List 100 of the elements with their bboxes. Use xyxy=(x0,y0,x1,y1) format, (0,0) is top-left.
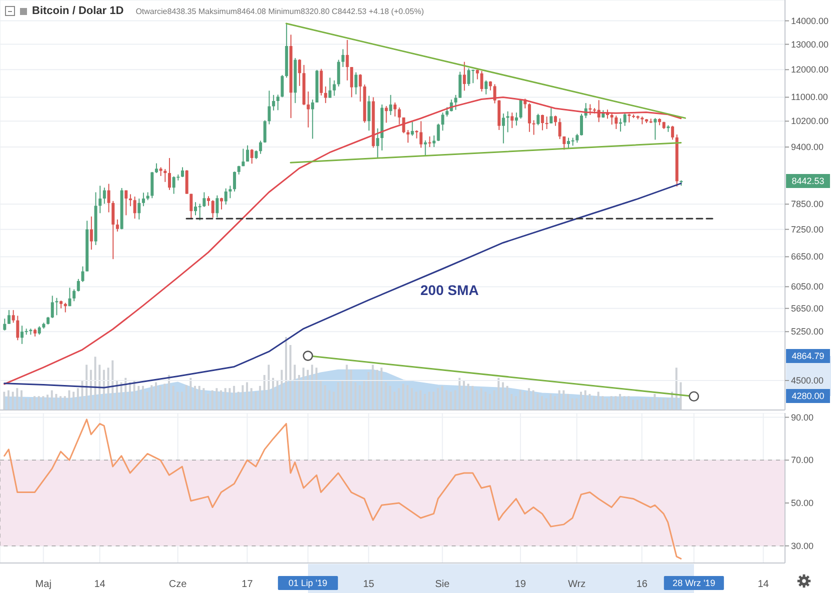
x-tick-label: Cze xyxy=(168,579,188,590)
candlestick xyxy=(324,86,328,104)
candlestick xyxy=(671,125,674,140)
y-tick-label: 6050.00 xyxy=(791,282,824,292)
candlestick xyxy=(654,118,657,140)
candlestick xyxy=(467,68,470,86)
y-tick-label: 70.00 xyxy=(791,455,814,466)
candlestick xyxy=(428,136,432,148)
candlestick xyxy=(20,325,24,344)
candlestick xyxy=(610,112,614,126)
candlestick xyxy=(138,198,141,220)
candlestick xyxy=(16,315,20,341)
candlestick xyxy=(246,144,250,162)
candlestick xyxy=(558,118,562,140)
candlestick xyxy=(311,99,314,140)
y-tick-label: 7250.00 xyxy=(791,224,824,234)
x-tick-label: Sie xyxy=(435,579,450,590)
candlestick xyxy=(350,66,354,98)
text: Otwarcie8438.35 Maksimum8464.08 Minimum8320.80 C8442.53 +4.18 (+0.05%) xyxy=(136,6,424,16)
candlestick xyxy=(272,94,276,111)
x-tick-label: Maj xyxy=(35,579,52,590)
candlestick xyxy=(580,113,583,136)
candlestick xyxy=(441,112,444,132)
candlestick xyxy=(202,192,206,208)
y-tick-label: 4500.00 xyxy=(791,376,824,386)
candlestick xyxy=(133,196,136,220)
candlestick xyxy=(50,295,54,319)
candlestick xyxy=(185,170,188,194)
candlestick xyxy=(276,94,280,111)
candlestick xyxy=(332,80,336,96)
candlestick xyxy=(367,95,370,132)
candlestick xyxy=(424,140,427,156)
candlestick xyxy=(510,112,514,129)
candlestick xyxy=(406,129,410,144)
candlestick xyxy=(76,278,80,292)
candlestick xyxy=(90,216,93,250)
candlestick xyxy=(72,288,76,302)
candlestick xyxy=(446,106,449,118)
x-tick-label: 16 xyxy=(636,579,648,590)
y-tick-label: 50.00 xyxy=(791,498,814,508)
chart-title: Bitcoin / Dolar 1D xyxy=(32,5,124,17)
candlestick xyxy=(107,183,110,213)
candlestick xyxy=(532,120,536,136)
candlestick xyxy=(462,61,466,92)
x-tick-label: 17 xyxy=(242,579,254,590)
candlestick xyxy=(198,203,202,221)
candlestick xyxy=(280,74,284,98)
candlestick xyxy=(68,287,72,307)
line-series xyxy=(4,418,682,560)
candlestick xyxy=(164,168,167,182)
y-tick-label: 5650.00 xyxy=(791,303,824,314)
candlestick xyxy=(8,310,11,324)
candlestick xyxy=(154,162,158,174)
y-tick-label: 14000.00 xyxy=(791,16,829,26)
candlestick xyxy=(484,80,488,95)
candlestick xyxy=(268,90,271,125)
candlestick xyxy=(172,176,176,194)
candlestick xyxy=(506,110,510,133)
candlestick xyxy=(142,192,145,207)
candlestick xyxy=(458,71,462,98)
y-tick-label: 90.00 xyxy=(791,412,814,422)
candlestick xyxy=(623,112,626,126)
candlestick xyxy=(259,140,262,154)
annotation: 8442.53 xyxy=(786,174,830,188)
candlestick xyxy=(12,310,15,324)
annotation: 4280.00 xyxy=(786,389,830,404)
y-tick-label: 30.00 xyxy=(791,540,814,551)
y-tick-label: 6650.00 xyxy=(791,252,824,262)
series-label: 200 SMA xyxy=(420,282,479,298)
candlestick xyxy=(337,59,340,87)
candlestick xyxy=(389,94,392,116)
candlestick xyxy=(328,77,332,98)
candlestick xyxy=(480,70,484,92)
annotation: 4864.79 xyxy=(786,348,830,363)
candlestick xyxy=(233,171,236,192)
candlestick xyxy=(81,266,84,283)
y-tick-label: 7850.00 xyxy=(791,199,824,210)
candlestick xyxy=(502,112,505,144)
candlestick xyxy=(436,123,440,142)
candlestick xyxy=(384,106,388,124)
candlestick xyxy=(346,39,349,81)
x-tick-label: 14 xyxy=(94,579,106,590)
candlestick xyxy=(528,102,531,132)
y-tick-label: 13000.00 xyxy=(791,39,829,50)
candlestick xyxy=(250,148,254,164)
candlestick xyxy=(242,148,245,167)
x-tick-label: 19 xyxy=(514,579,526,590)
candlestick xyxy=(540,114,544,131)
candlestick xyxy=(376,128,380,159)
candlestick xyxy=(224,188,228,206)
candlestick xyxy=(55,297,58,316)
candlestick xyxy=(211,200,214,218)
candlestick xyxy=(320,68,323,96)
candlestick xyxy=(168,158,171,190)
candlestick xyxy=(354,72,358,95)
candlestick xyxy=(306,91,310,128)
candlestick xyxy=(216,194,219,218)
candlestick xyxy=(420,120,423,148)
candlestick xyxy=(614,115,618,130)
candlestick xyxy=(488,80,492,91)
